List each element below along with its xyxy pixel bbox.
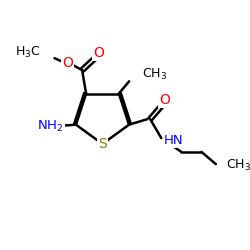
Text: O: O [62,56,73,70]
Text: O: O [160,93,170,107]
Text: CH$_3$: CH$_3$ [142,67,168,82]
Text: H$_3$C: H$_3$C [15,45,40,60]
Text: HN: HN [164,134,184,147]
Text: O: O [93,46,104,60]
Text: CH$_3$: CH$_3$ [226,158,250,173]
Text: NH$_2$: NH$_2$ [37,119,64,134]
Text: S: S [98,137,107,151]
